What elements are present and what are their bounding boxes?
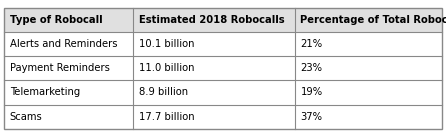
Text: 17.7 billion: 17.7 billion [139,112,194,122]
Text: 37%: 37% [301,112,322,122]
Text: Alerts and Reminders: Alerts and Reminders [10,39,117,49]
Text: 11.0 billion: 11.0 billion [139,63,194,73]
Text: 19%: 19% [301,88,322,97]
Text: 21%: 21% [301,39,322,49]
Text: Percentage of Total Robocalls: Percentage of Total Robocalls [301,15,446,25]
Text: Payment Reminders: Payment Reminders [10,63,110,73]
Bar [4,8,442,129]
Text: Telemarketing: Telemarketing [10,88,80,97]
Bar [4,8,442,32]
Text: Scams: Scams [10,112,42,122]
Text: 23%: 23% [301,63,322,73]
Text: Estimated 2018 Robocalls: Estimated 2018 Robocalls [139,15,285,25]
Text: 8.9 billion: 8.9 billion [139,88,188,97]
Text: Type of Robocall: Type of Robocall [10,15,103,25]
Text: 10.1 billion: 10.1 billion [139,39,194,49]
